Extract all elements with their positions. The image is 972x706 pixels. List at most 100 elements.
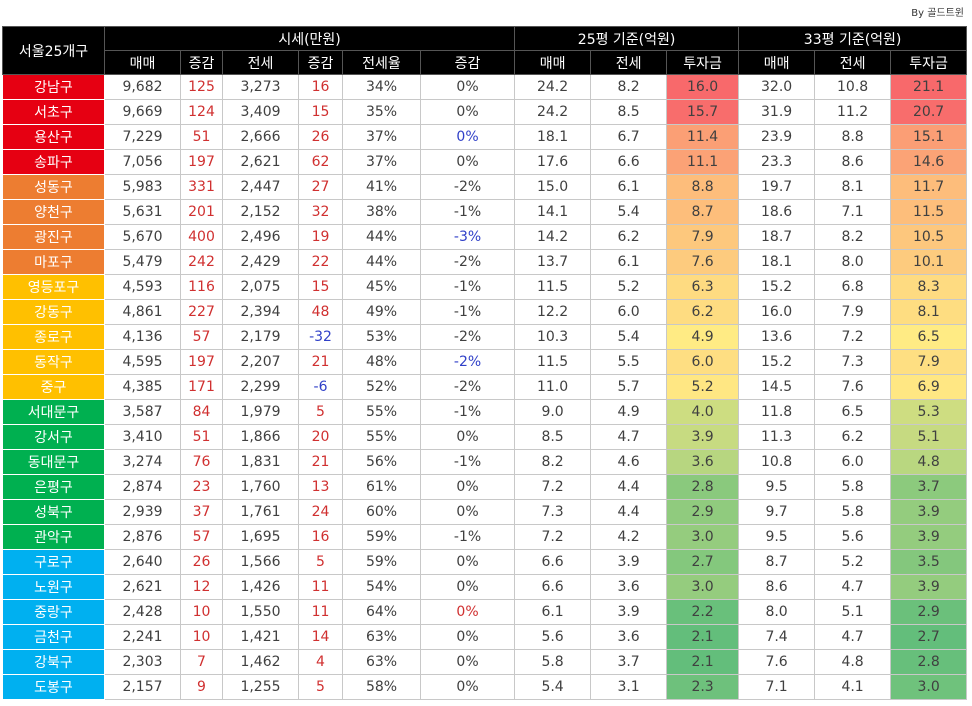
- value-cell: 23: [180, 474, 223, 500]
- value-cell: 52%: [342, 374, 421, 400]
- data-row: 중랑구 2,428 10 1,550 11 64% 0% 6.1 3.9 2.2 8.0 5.1 2.9: [2, 599, 968, 625]
- value-cell: 5: [298, 549, 343, 575]
- district-cell: 서초구: [2, 99, 105, 125]
- value-cell: 2.1: [666, 624, 740, 650]
- value-cell: 0%: [419, 474, 516, 500]
- district-cell: 종로구: [2, 324, 105, 350]
- value-cell: 0%: [419, 74, 516, 100]
- value-cell: 7.2: [514, 474, 592, 500]
- value-cell: -1%: [419, 199, 516, 225]
- value-cell: -2%: [419, 249, 516, 275]
- value-cell: 8.7: [738, 549, 816, 575]
- value-cell: 7.4: [738, 624, 816, 650]
- value-cell: 4.8: [890, 449, 968, 475]
- value-cell: 15.7: [666, 99, 740, 125]
- value-cell: 3.7: [890, 474, 968, 500]
- district-cell: 중구: [2, 374, 105, 400]
- column-header: 매매: [104, 50, 181, 75]
- value-cell: 5.4: [590, 199, 668, 225]
- value-cell: 5.4: [590, 324, 668, 350]
- value-cell: 58%: [342, 674, 421, 700]
- value-cell: 21.1: [890, 74, 968, 100]
- data-row: 은평구 2,874 23 1,760 13 61% 0% 7.2 4.4 2.8 9.5 5.8 3.7: [2, 474, 968, 500]
- value-cell: 8.8: [814, 124, 892, 150]
- data-row: 성동구 5,983 331 2,447 27 41% -2% 15.0 6.1 8.8 19.7 8.…: [2, 174, 968, 200]
- value-cell: 15.2: [738, 274, 816, 300]
- value-cell: 3,273: [222, 74, 299, 100]
- value-cell: 3.1: [590, 674, 668, 700]
- value-cell: 27: [298, 174, 343, 200]
- value-cell: 16: [298, 524, 343, 550]
- value-cell: 5,631: [104, 199, 181, 225]
- value-cell: 38%: [342, 199, 421, 225]
- value-cell: 2,876: [104, 524, 181, 550]
- value-cell: 9.5: [738, 524, 816, 550]
- data-row: 용산구 7,229 51 2,666 26 37% 0% 18.1 6.7 11.4 23.9 8.8…: [2, 124, 968, 150]
- value-cell: 10: [180, 624, 223, 650]
- district-cell: 양천구: [2, 199, 105, 225]
- value-cell: 8.7: [666, 199, 740, 225]
- value-cell: 57: [180, 324, 223, 350]
- group-header: 시세(만원): [103, 26, 516, 51]
- value-cell: 6.2: [590, 224, 668, 250]
- value-cell: 5.7: [590, 374, 668, 400]
- value-cell: 3.0: [666, 574, 740, 600]
- value-cell: 1,566: [222, 549, 299, 575]
- value-cell: 6.0: [814, 449, 892, 475]
- value-cell: 48: [298, 299, 343, 325]
- value-cell: 14.6: [890, 149, 968, 175]
- value-cell: 13.6: [738, 324, 816, 350]
- district-cell: 강동구: [2, 299, 105, 325]
- value-cell: 201: [180, 199, 223, 225]
- value-cell: 24.2: [514, 74, 592, 100]
- value-cell: 2,429: [222, 249, 299, 275]
- value-cell: 7.6: [814, 374, 892, 400]
- value-cell: 6.1: [514, 599, 592, 625]
- value-cell: 63%: [342, 624, 421, 650]
- value-cell: 6.8: [814, 274, 892, 300]
- value-cell: 7.9: [666, 224, 740, 250]
- value-cell: 10.3: [514, 324, 592, 350]
- value-cell: 21: [298, 349, 343, 375]
- value-cell: 6.5: [890, 324, 968, 350]
- value-cell: 2,207: [222, 349, 299, 375]
- column-header: 전세율: [342, 50, 421, 75]
- data-row: 서초구 9,669 124 3,409 15 35% 0% 24.2 8.5 15.7 31.9 11…: [2, 99, 968, 125]
- value-cell: 64%: [342, 599, 421, 625]
- value-cell: 2,621: [104, 574, 181, 600]
- value-cell: 9,669: [104, 99, 181, 125]
- value-cell: 37: [180, 499, 223, 525]
- value-cell: 0%: [419, 99, 516, 125]
- value-cell: 2,939: [104, 499, 181, 525]
- value-cell: 3.9: [590, 599, 668, 625]
- column-header: 매매: [738, 50, 816, 75]
- value-cell: 14.5: [738, 374, 816, 400]
- value-cell: 2,152: [222, 199, 299, 225]
- value-cell: 5: [298, 674, 343, 700]
- value-cell: 51: [180, 124, 223, 150]
- district-cell: 은평구: [2, 474, 105, 500]
- data-row: 송파구 7,056 197 2,621 62 37% 0% 17.6 6.6 11.1 23.3 8.…: [2, 149, 968, 175]
- value-cell: 9.5: [738, 474, 816, 500]
- data-row: 금천구 2,241 10 1,421 14 63% 0% 5.6 3.6 2.1 7.4 4.7 2.7: [2, 624, 968, 650]
- data-row: 영등포구 4,593 116 2,075 15 45% -1% 11.5 5.2 6.3 15.2 6…: [2, 274, 968, 300]
- value-cell: 7.6: [666, 249, 740, 275]
- value-cell: -6: [298, 374, 343, 400]
- value-cell: 8.8: [666, 174, 740, 200]
- value-cell: 6.1: [590, 174, 668, 200]
- value-cell: 11.2: [814, 99, 892, 125]
- value-cell: 6.3: [666, 274, 740, 300]
- value-cell: -1%: [419, 524, 516, 550]
- column-header: 투자금: [890, 50, 968, 75]
- value-cell: 48%: [342, 349, 421, 375]
- value-cell: 10.5: [890, 224, 968, 250]
- value-cell: 4.8: [814, 649, 892, 675]
- value-cell: 7.9: [890, 349, 968, 375]
- value-cell: 20.7: [890, 99, 968, 125]
- district-cell: 동대문구: [2, 449, 105, 475]
- value-cell: 11.3: [738, 424, 816, 450]
- value-cell: 5.6: [814, 524, 892, 550]
- value-cell: 14.1: [514, 199, 592, 225]
- value-cell: 2,621: [222, 149, 299, 175]
- value-cell: 4,593: [104, 274, 181, 300]
